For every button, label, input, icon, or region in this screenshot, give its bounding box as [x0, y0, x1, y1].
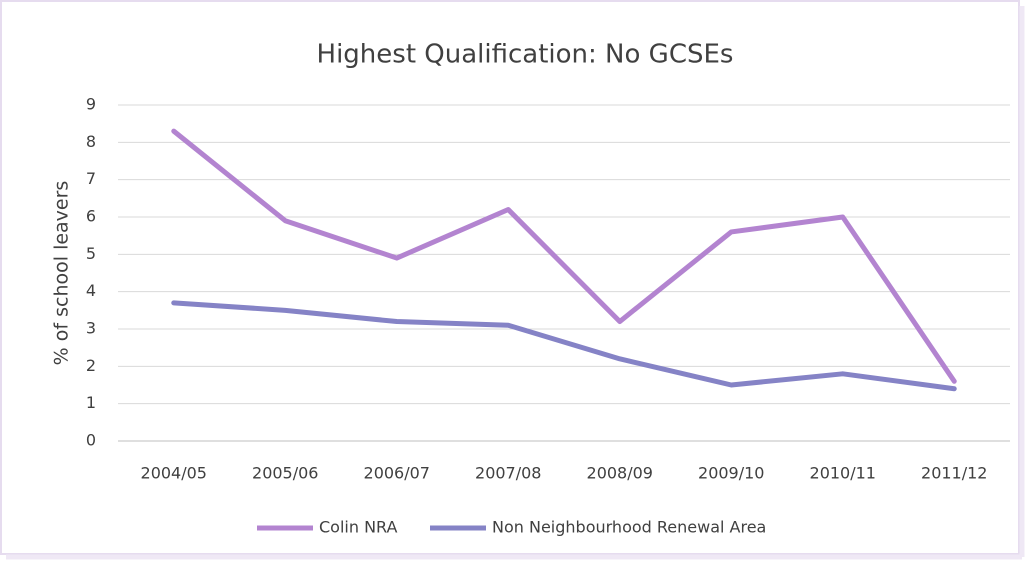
x-tick-label: 2004/05 [141, 464, 207, 483]
y-tick-label: 7 [86, 169, 96, 188]
legend-label: Non Neighbourhood Renewal Area [492, 518, 766, 537]
x-tick-label: 2011/12 [921, 464, 987, 483]
x-tick-label: 2009/10 [698, 464, 764, 483]
y-tick-label: 2 [86, 356, 96, 375]
x-tick-label: 2008/09 [587, 464, 653, 483]
x-tick-label: 2005/06 [252, 464, 318, 483]
x-tick-label: 2006/07 [364, 464, 430, 483]
y-tick-label: 1 [86, 393, 96, 412]
series-line [171, 128, 957, 384]
x-tick-label: 2010/11 [810, 464, 876, 483]
y-tick-label: 8 [86, 132, 96, 151]
y-tick-label: 0 [86, 431, 96, 450]
series-line [171, 300, 957, 392]
y-tick-label: 4 [86, 281, 96, 300]
x-tick-label: 2007/08 [475, 464, 541, 483]
y-tick-label: 9 [86, 95, 96, 114]
y-tick-label: 3 [86, 319, 96, 338]
chart-title: Highest Qualification: No GCSEs [317, 40, 734, 70]
legend-label: Colin NRA [319, 518, 398, 537]
y-axis-label: % of school leavers [51, 181, 73, 366]
y-tick-label: 6 [86, 207, 96, 226]
y-tick-label: 5 [86, 244, 96, 263]
